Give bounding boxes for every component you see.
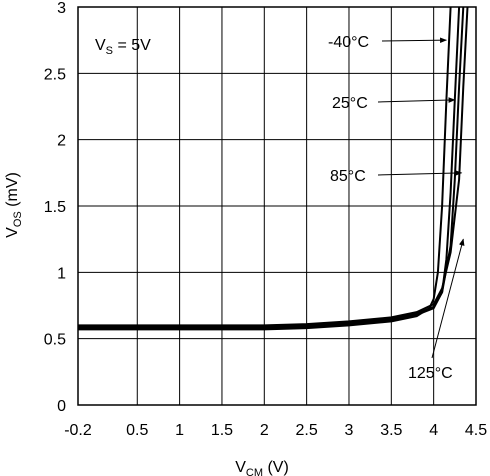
y-axis-label-sub: OS [12, 211, 24, 227]
series-line-1 [78, 6, 461, 330]
x-tick-label: -0.2 [64, 422, 92, 439]
y-tick-label: 1.5 [44, 199, 66, 216]
series-label-1: 25°C [332, 95, 368, 112]
y-axis-label-unit: (mV) [4, 172, 21, 211]
condition-label: VS = 5V [95, 37, 151, 57]
y-axis-label-main: V [4, 227, 21, 238]
series-label-2: 85°C [330, 168, 366, 185]
series-line-2 [78, 6, 465, 328]
annotations: -40°C 25°C 85°C 125°C [328, 34, 465, 382]
condition-label-sub: S [106, 45, 113, 57]
y-tick-label: 3 [57, 0, 66, 17]
x-tick-label: 3 [345, 422, 354, 439]
x-axis-label-main: V [235, 459, 246, 476]
tick-labels: -0.2 0.5 1 1.5 2 2.5 3 3.5 4 4.5 0 0.5 1 1.5 2 2.5 3 [44, 0, 487, 439]
x-axis-label-sub: CM [246, 467, 263, 476]
x-tick-label: 4.5 [465, 422, 487, 439]
series-arrow-2 [377, 170, 463, 176]
y-axis-label: VOS (mV) [4, 172, 24, 238]
series-arrow-0 [381, 37, 448, 44]
x-tick-label: 2 [260, 422, 269, 439]
x-axis-label-unit: (V) [263, 459, 289, 476]
condition-label-rest: = 5V [113, 37, 151, 54]
y-tick-label: 0 [57, 398, 66, 415]
x-tick-label: 1 [175, 422, 184, 439]
series-layer [78, 6, 469, 331]
series-line-3 [78, 6, 469, 327]
series-label-0: -40°C [328, 34, 369, 51]
y-tick-label: 2 [57, 133, 66, 150]
condition-label-main: V [95, 37, 106, 54]
series-line-0 [78, 6, 452, 331]
x-tick-label: 3.5 [380, 422, 402, 439]
series-arrow-3 [431, 238, 465, 359]
y-tick-label: 2.5 [44, 66, 66, 83]
series-label-3: 125°C [408, 365, 453, 382]
x-tick-label: 0.5 [126, 422, 148, 439]
x-axis-label: VCM (V) [235, 459, 289, 476]
y-tick-label: 1 [57, 265, 66, 282]
plot-frame [77, 6, 477, 406]
x-tick-label: 1.5 [211, 422, 233, 439]
x-tick-label: 2.5 [296, 422, 318, 439]
x-tick-label: 4 [429, 422, 438, 439]
series-arrow-1 [377, 97, 456, 103]
grid [78, 7, 476, 405]
y-tick-label: 0.5 [44, 332, 66, 349]
